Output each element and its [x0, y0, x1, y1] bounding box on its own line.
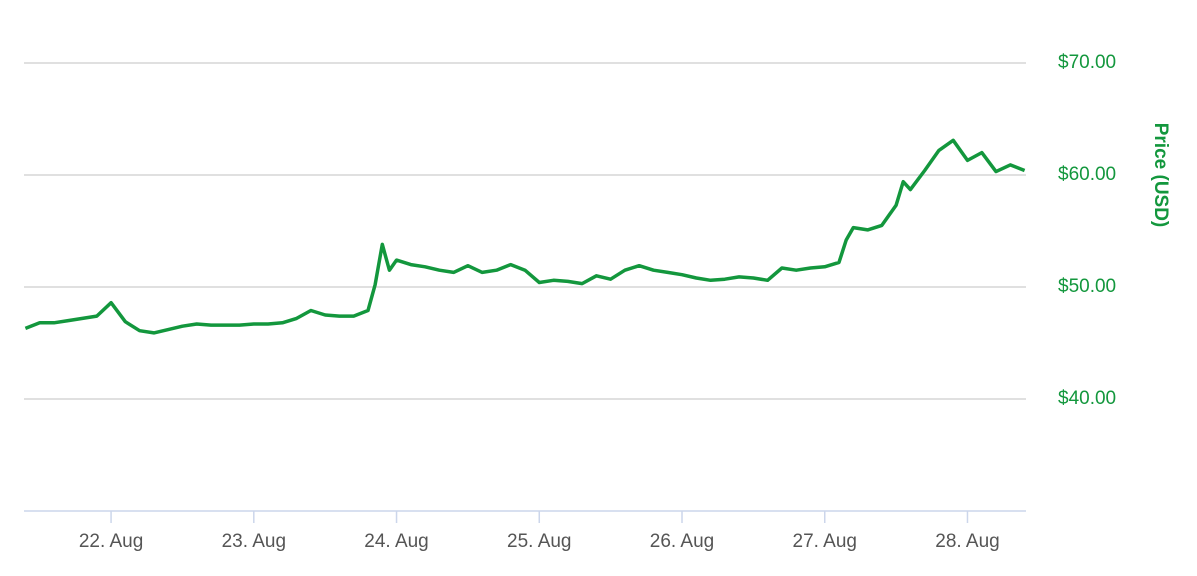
y-tick-label: $40.00 [1058, 388, 1116, 409]
x-tick-label: 27. Aug [793, 531, 857, 552]
x-tick-label: 24. Aug [364, 531, 428, 552]
x-tick-label: 22. Aug [79, 531, 143, 552]
x-tick-label: 26. Aug [650, 531, 714, 552]
y-tick-label: $60.00 [1058, 164, 1116, 185]
x-tick-label: 28. Aug [935, 531, 999, 552]
price-line [24, 138, 1026, 335]
y-axis-title: Price (USD) [1150, 123, 1171, 228]
x-tick-label: 25. Aug [507, 531, 571, 552]
y-tick-label: $70.00 [1058, 52, 1116, 73]
y-tick-label: $50.00 [1058, 276, 1116, 297]
x-tick-label: 23. Aug [222, 531, 286, 552]
